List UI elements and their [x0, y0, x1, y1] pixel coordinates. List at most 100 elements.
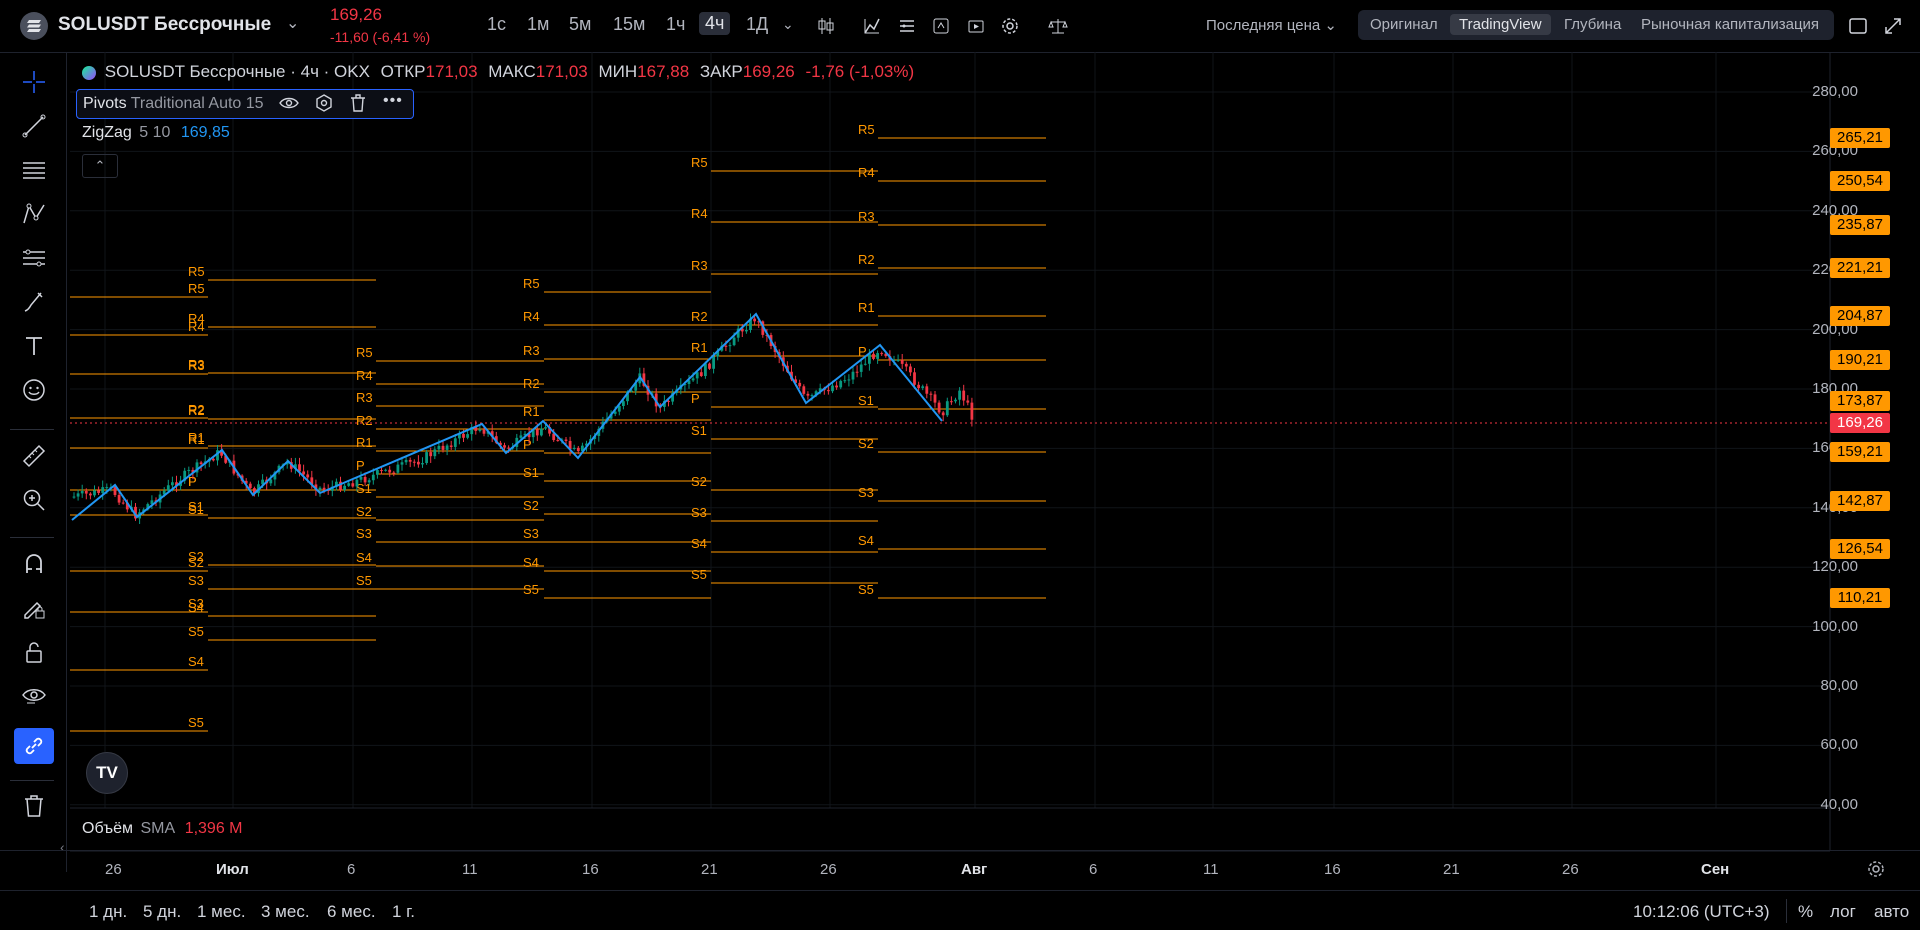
prediction-tool-icon[interactable] — [14, 240, 54, 276]
candle-body — [937, 402, 941, 413]
compare-scale-icon[interactable] — [1045, 13, 1071, 39]
tf-5m[interactable]: 5м — [569, 14, 592, 34]
replay-icon[interactable] — [963, 13, 989, 39]
range-5d[interactable]: 5 дн. — [143, 902, 182, 921]
candle-body — [531, 429, 535, 438]
time-axis[interactable]: 26 Июл 6 11 16 21 26 Авг 6 11 16 21 26 С… — [0, 850, 1920, 889]
tf-1s[interactable]: 1с — [487, 14, 507, 34]
candle-body — [712, 356, 715, 369]
delete-trash-icon[interactable] — [14, 788, 54, 824]
candle-body — [466, 434, 469, 438]
range-1d[interactable]: 1 дн. — [89, 902, 128, 921]
symbol-dropdown-chevron-icon[interactable]: ⌄ — [286, 15, 300, 32]
fullscreen-window-icon[interactable] — [1845, 13, 1871, 39]
view-tab-depth[interactable]: Глубина — [1564, 16, 1622, 33]
candle-body — [585, 443, 588, 446]
tf-1d[interactable]: 1Д — [746, 14, 769, 34]
zigzag-indicator-legend[interactable]: ZigZag 5 10 169,85 — [82, 124, 230, 142]
candle-type-icon[interactable] — [813, 13, 839, 39]
crosshair-tool-icon[interactable] — [14, 64, 54, 100]
bottom-toolbar: 1 дн. 5 дн. 1 мес. 3 мес. 6 мес. 1 г. 10… — [0, 890, 1920, 930]
candle-body — [330, 486, 334, 491]
emoji-tool-icon[interactable] — [14, 372, 54, 408]
indicators-icon[interactable] — [859, 13, 885, 39]
expand-icon[interactable] — [1880, 13, 1906, 39]
volume-legend[interactable]: Объём SMA 1,396 M — [82, 820, 243, 838]
price-axis-label: 240,00 — [1812, 201, 1858, 219]
pivot-level-badge: 250,54 — [1830, 171, 1890, 191]
zigzag-line — [71, 312, 943, 521]
sync-link-icon[interactable] — [14, 728, 54, 764]
zoom-in-icon[interactable] — [14, 482, 54, 518]
collapse-toolbar-chevron-icon[interactable]: ‹ — [60, 839, 65, 855]
time-label: Сен — [1701, 861, 1730, 878]
brush-tool-icon[interactable] — [14, 284, 54, 320]
candle-body — [794, 379, 797, 383]
templates-icon[interactable] — [894, 13, 920, 39]
candle-body — [552, 433, 556, 441]
pivot-level-label: R5 — [691, 155, 708, 170]
log-scale-toggle[interactable]: лог — [1830, 902, 1856, 921]
percent-scale-toggle[interactable]: % — [1798, 902, 1814, 921]
clock-timezone[interactable]: 10:12:06 (UTC+3) — [1633, 902, 1770, 921]
hide-drawings-eye-icon[interactable] — [14, 678, 54, 714]
candle-body — [187, 469, 191, 471]
visibility-eye-icon[interactable] — [279, 94, 299, 117]
trendline-tool-icon[interactable] — [14, 108, 54, 144]
symbol-name[interactable]: SOLUSDT Бессрочные — [58, 14, 272, 35]
candle-body — [872, 353, 875, 359]
candle-body — [343, 485, 346, 491]
indicator-settings-icon[interactable] — [315, 94, 333, 117]
tf-1m[interactable]: 1м — [527, 14, 550, 34]
pivot-level-label: S5 — [188, 715, 204, 730]
axis-settings-gear-icon[interactable] — [1866, 859, 1886, 884]
lock-drawing-pencil-icon[interactable] — [14, 590, 54, 626]
candle-body — [863, 363, 867, 365]
range-1m[interactable]: 1 мес. — [197, 902, 246, 921]
drawing-toolbar: ‹ — [0, 52, 67, 872]
candle-body — [261, 479, 264, 485]
pattern-tool-icon[interactable] — [14, 196, 54, 232]
tf-1h[interactable]: 1ч — [666, 14, 686, 34]
pivots-params: Traditional Auto 15 — [130, 95, 264, 112]
view-tab-tradingview[interactable]: TradingView — [1450, 14, 1551, 35]
range-3m[interactable]: 3 мес. — [261, 902, 310, 921]
tf-4h[interactable]: 4ч — [699, 12, 731, 35]
price-source-select[interactable]: Последняя цена ⌄ — [1206, 16, 1337, 34]
candle-body — [93, 490, 96, 496]
auto-scale-toggle[interactable]: авто — [1874, 902, 1910, 921]
pivots-indicator-legend[interactable]: Pivots Traditional Auto 15 ••• — [76, 89, 414, 119]
collapse-legend-chevron-icon[interactable]: ⌃ — [82, 154, 118, 178]
more-options-icon[interactable]: ••• — [383, 92, 403, 109]
horizontal-lines-tool-icon[interactable] — [14, 152, 54, 188]
pivot-level-label: R3 — [188, 357, 205, 372]
ruler-measure-icon[interactable] — [14, 438, 54, 474]
candle-body — [970, 402, 974, 420]
candle-body — [142, 509, 146, 513]
candle-body — [417, 461, 420, 465]
view-tab-original[interactable]: Оригинал — [1370, 16, 1438, 33]
candle-body — [519, 435, 523, 438]
candle-body — [494, 436, 498, 443]
view-tab-market-cap[interactable]: Рыночная капитализация — [1641, 16, 1820, 33]
settings-gear-icon[interactable] — [997, 13, 1023, 39]
candle-body — [322, 487, 326, 490]
range-6m[interactable]: 6 мес. — [327, 902, 376, 921]
text-tool-icon[interactable] — [14, 328, 54, 364]
candle-body — [646, 385, 650, 395]
range-1y[interactable]: 1 г. — [392, 902, 416, 921]
tf-15m[interactable]: 15м — [613, 14, 646, 34]
tradingview-logo-icon[interactable]: TV — [86, 752, 128, 794]
unlock-icon[interactable] — [14, 634, 54, 670]
candle-body — [265, 479, 269, 484]
alert-icon[interactable] — [928, 13, 954, 39]
tf-more-chevron-icon[interactable]: ⌄ — [782, 16, 794, 32]
candle-body — [605, 418, 609, 422]
candle-body — [650, 393, 654, 395]
candle-body — [695, 372, 699, 379]
candle-body — [769, 335, 773, 347]
magnet-icon[interactable] — [14, 546, 54, 582]
remove-indicator-trash-icon[interactable] — [350, 94, 366, 117]
candle-body — [917, 384, 920, 389]
